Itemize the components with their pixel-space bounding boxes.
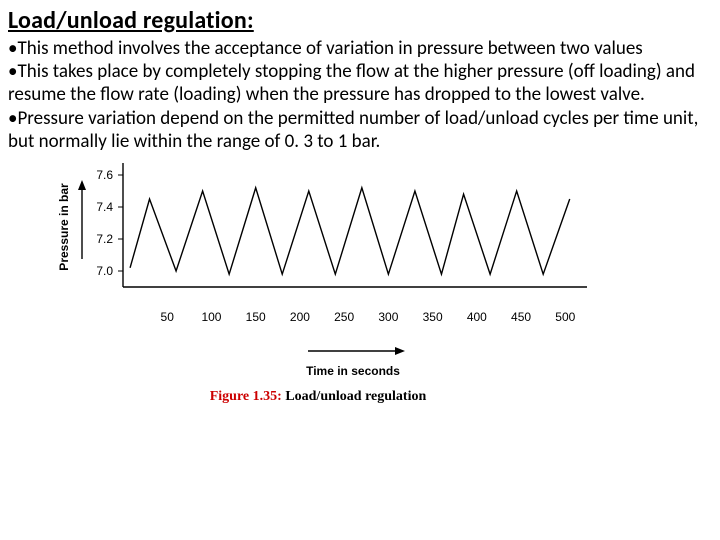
svg-text:Pressure in bar: Pressure in bar	[57, 183, 71, 271]
svg-text:Time in seconds: Time in seconds	[306, 364, 400, 378]
svg-text:7.0: 7.0	[96, 264, 113, 278]
figure-number: Figure 1.35:	[210, 389, 282, 404]
svg-text:7.6: 7.6	[96, 168, 113, 182]
svg-text:100: 100	[201, 310, 221, 324]
chart-svg: 7.0 7.2 7.4 7.6 50 100 150 200 250 300 350 400 450 50…	[38, 157, 598, 387]
figure-caption: Figure 1.35: Load/unload regulation	[38, 389, 598, 405]
bullet-list: •This method involves the acceptance of …	[8, 37, 712, 153]
svg-text:200: 200	[290, 310, 310, 324]
svg-text:450: 450	[511, 310, 531, 324]
svg-text:250: 250	[334, 310, 354, 324]
svg-text:50: 50	[161, 310, 175, 324]
svg-text:350: 350	[423, 310, 443, 324]
svg-text:400: 400	[467, 310, 487, 324]
svg-text:300: 300	[378, 310, 398, 324]
pressure-chart: 7.0 7.2 7.4 7.6 50 100 150 200 250 300 350 400 450 50…	[38, 157, 598, 405]
bullet-item: •This takes place by completely stopping…	[8, 60, 712, 106]
svg-text:150: 150	[246, 310, 266, 324]
page-title: Load/unload regulation:	[8, 6, 712, 35]
bullet-item: •Pressure variation depend on the permit…	[8, 107, 712, 153]
bullet-item: •This method involves the acceptance of …	[8, 37, 712, 60]
svg-text:7.4: 7.4	[96, 200, 113, 214]
figure-title: Load/unload regulation	[282, 389, 426, 404]
svg-text:500: 500	[555, 310, 575, 324]
svg-text:7.2: 7.2	[96, 232, 113, 246]
